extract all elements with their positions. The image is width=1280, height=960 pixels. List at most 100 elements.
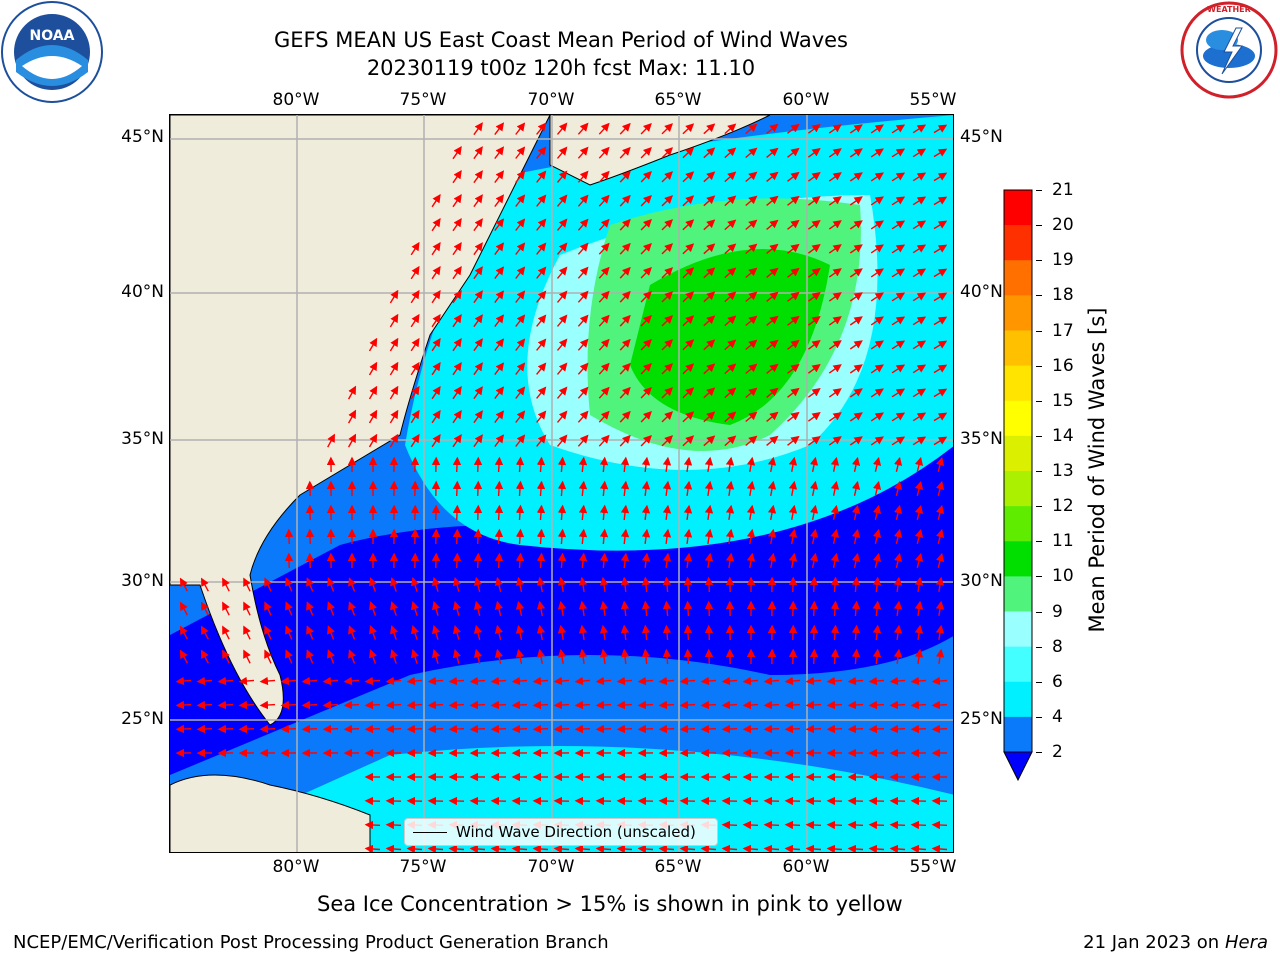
- colorbar-tick-label: 4: [1052, 706, 1063, 727]
- wave-vector: [619, 218, 631, 231]
- wave-vector: [826, 676, 843, 686]
- wave-vector: [217, 724, 234, 734]
- wave-vector: [599, 456, 609, 473]
- wave-vector: [933, 196, 948, 206]
- wave-vector: [598, 362, 610, 375]
- wave-vector: [494, 170, 505, 184]
- wave-vector: [704, 552, 714, 569]
- wave-vector: [473, 194, 483, 208]
- wave-vector: [766, 219, 779, 230]
- wave-vector: [494, 528, 504, 545]
- colorbar-segment: [1004, 646, 1032, 683]
- wave-vector: [704, 528, 714, 545]
- vector-legend: Wind Wave Direction (unscaled): [404, 818, 718, 846]
- wave-vector: [577, 290, 589, 303]
- wave-vector: [704, 480, 714, 497]
- wave-vector: [264, 601, 272, 616]
- wave-vector: [724, 387, 737, 399]
- wave-vector: [598, 410, 610, 423]
- wave-vector: [868, 844, 885, 852]
- colorbar-tick-mark: [1036, 716, 1042, 718]
- wave-vector: [578, 552, 588, 569]
- lon-label-bottom-55w: 55°W: [909, 857, 957, 877]
- wave-vector: [515, 624, 525, 640]
- wave-vector: [725, 528, 735, 545]
- wave-vector: [742, 820, 759, 830]
- wave-vector: [914, 456, 924, 472]
- wave-vector: [389, 433, 399, 448]
- wave-vector: [536, 410, 547, 423]
- wave-vector: [640, 363, 652, 375]
- wave-vector: [661, 195, 673, 207]
- wave-vector: [788, 504, 798, 521]
- wave-vector: [641, 648, 651, 665]
- wave-vector: [347, 433, 357, 448]
- wave-vector: [553, 724, 570, 734]
- colorbar-tick-label: 17: [1052, 320, 1074, 341]
- wave-vector: [264, 625, 272, 640]
- wave-vector: [933, 340, 948, 350]
- wave-vector: [700, 844, 717, 852]
- wave-vector: [912, 292, 927, 302]
- lon-label-top-80w: 80°W: [272, 90, 320, 110]
- colorbar-tick-mark: [1036, 190, 1042, 191]
- wave-vector: [364, 820, 381, 830]
- wave-vector: [557, 576, 567, 593]
- wave-vector: [494, 314, 505, 328]
- wave-vector: [805, 724, 822, 734]
- colorbar-tick-mark: [1036, 681, 1042, 683]
- wave-vector: [724, 219, 737, 231]
- lon-label-top-75w: 75°W: [399, 90, 447, 110]
- wave-vector: [532, 676, 549, 686]
- wave-vector: [724, 363, 737, 375]
- wave-vector: [578, 528, 588, 545]
- wave-vector: [658, 724, 675, 734]
- wave-vector: [536, 480, 546, 497]
- wave-vector: [931, 676, 948, 686]
- wave-vector: [703, 387, 716, 399]
- wave-vector: [870, 436, 884, 446]
- wave-vector: [175, 700, 192, 710]
- wave-vector: [369, 601, 377, 616]
- wave-vector: [828, 436, 842, 446]
- wave-vector: [578, 624, 588, 641]
- wave-vector: [828, 196, 842, 206]
- wave-vector: [532, 724, 549, 734]
- wave-vector: [807, 387, 821, 398]
- wave-vector: [766, 243, 779, 254]
- wave-vector: [828, 268, 842, 278]
- wave-vector: [452, 552, 462, 569]
- wave-vector: [368, 433, 378, 448]
- wave-vector: [201, 625, 209, 640]
- wave-vector: [431, 434, 441, 448]
- wave-vector: [452, 314, 462, 328]
- wave-vector: [787, 195, 800, 206]
- wave-vector: [368, 385, 378, 400]
- lat-label-left-40n: 40°N: [121, 282, 164, 302]
- colorbar-tick-mark: [1036, 400, 1042, 402]
- wave-vector: [809, 576, 819, 593]
- wave-vector: [410, 648, 420, 664]
- wave-vector: [700, 724, 717, 734]
- wave-vector: [410, 313, 420, 328]
- wave-vector: [578, 648, 588, 665]
- wave-vector: [682, 219, 695, 231]
- wave-vector: [577, 194, 589, 207]
- wave-vector: [285, 649, 293, 664]
- footer-host: Hera: [1224, 932, 1268, 953]
- wave-vector: [914, 600, 924, 617]
- wave-vector: [473, 456, 483, 473]
- wave-vector: [640, 435, 652, 447]
- wave-vector: [327, 625, 335, 640]
- wave-vector: [243, 649, 251, 664]
- wave-vector: [390, 649, 398, 664]
- wave-vector: [238, 700, 255, 710]
- wave-vector: [683, 528, 693, 545]
- wave-vector: [280, 676, 297, 686]
- wave-vector: [322, 700, 339, 710]
- wave-vector: [870, 124, 884, 134]
- wave-vector: [787, 219, 800, 230]
- wave-vector: [578, 600, 588, 617]
- colorbar-tick-mark: [1036, 752, 1042, 753]
- wave-vector: [828, 388, 842, 398]
